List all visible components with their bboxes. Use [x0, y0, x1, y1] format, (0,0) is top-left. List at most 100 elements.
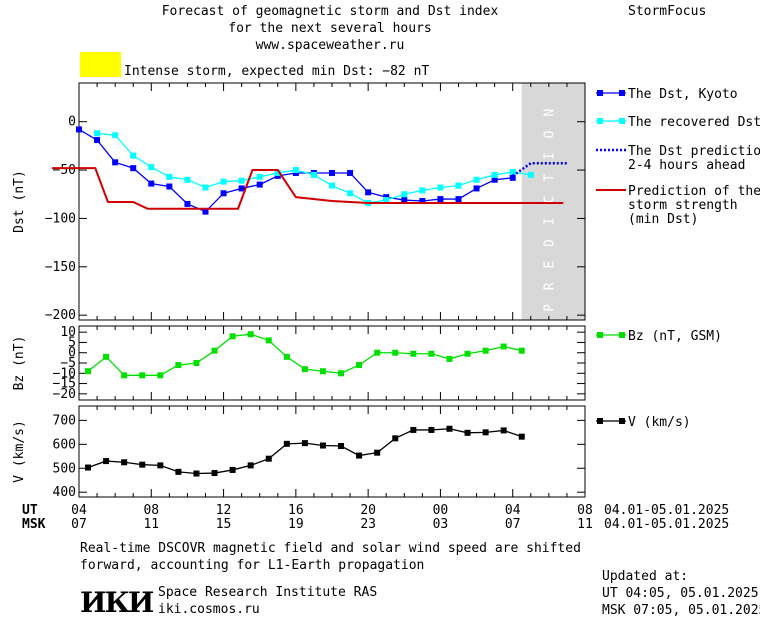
- x-tick-label-msk: 07: [505, 517, 521, 532]
- y-tick-label: −20: [53, 387, 76, 402]
- data-point: [94, 130, 101, 137]
- data-point: [157, 462, 164, 469]
- data-point: [283, 440, 290, 447]
- data-point: [256, 181, 263, 188]
- data-point: [383, 197, 390, 204]
- x-tick-label-msk: 11: [143, 517, 159, 532]
- data-point: [347, 190, 354, 197]
- legend-label: The Dst prediction: [628, 144, 760, 159]
- plot-frame: [78, 325, 586, 401]
- y-tick-label: −200: [45, 308, 76, 323]
- x-tick-label-ut: 16: [288, 503, 304, 518]
- data-point: [238, 177, 245, 184]
- x-tick-label-msk: 23: [360, 517, 376, 532]
- x-tick-label-msk: 15: [216, 517, 232, 532]
- data-point: [473, 185, 480, 192]
- y-tick-label: −10: [53, 366, 76, 381]
- prediction-letter: E: [542, 261, 557, 269]
- series-line: [97, 132, 531, 204]
- data-point: [256, 173, 263, 180]
- legend-label: storm strength: [628, 198, 738, 213]
- x-axis-ut-title: UT: [22, 503, 38, 518]
- data-point: [419, 187, 426, 194]
- data-point: [401, 191, 408, 198]
- data-point: [518, 347, 525, 354]
- data-point: [491, 176, 498, 183]
- date-range-ut: 04.01-05.01.2025: [604, 503, 729, 518]
- series-line: [87, 428, 522, 475]
- prediction-letter: C: [542, 196, 557, 204]
- data-point: [392, 435, 399, 442]
- data-point: [148, 164, 155, 171]
- prediction-letter: P: [542, 304, 557, 312]
- data-point: [247, 331, 254, 338]
- legend-marker: [597, 418, 603, 424]
- data-point: [202, 184, 209, 191]
- footer-note-line-2: forward, accounting for L1-Earth propaga…: [80, 558, 425, 573]
- x-tick-label-ut: 08: [577, 503, 593, 518]
- data-point: [274, 169, 281, 176]
- legend-label: V (km/s): [628, 415, 691, 430]
- data-point: [446, 425, 453, 432]
- prediction-letter: R: [542, 282, 557, 290]
- legend-marker: [597, 118, 603, 124]
- y-tick-label: −5: [60, 356, 76, 371]
- x-tick-label-ut: 08: [143, 503, 159, 518]
- data-point: [347, 169, 354, 176]
- data-point: [473, 176, 480, 183]
- data-point: [175, 362, 182, 369]
- data-point: [455, 182, 462, 189]
- data-point: [410, 350, 417, 357]
- y-tick-label: −150: [45, 260, 76, 275]
- data-point: [437, 184, 444, 191]
- data-point: [193, 360, 200, 366]
- institute-url[interactable]: iki.cosmos.ru: [158, 602, 260, 617]
- date-range-msk: 04.01-05.01.2025: [604, 517, 729, 532]
- updated-label: Updated at:: [602, 569, 689, 584]
- data-point: [148, 180, 155, 187]
- data-point: [319, 368, 326, 375]
- legend-marker: [619, 90, 625, 96]
- data-point: [365, 189, 372, 196]
- x-axis-msk-title: MSK: [22, 517, 46, 532]
- footer-note-line-1: Real-time DSCOVR magnetic field and sola…: [80, 541, 581, 556]
- data-point: [220, 178, 227, 185]
- data-point: [356, 362, 363, 369]
- y-tick-label: −50: [53, 163, 76, 178]
- data-point: [410, 426, 417, 433]
- data-point: [202, 208, 209, 215]
- website-url[interactable]: www.spaceweather.ru: [255, 38, 405, 53]
- data-point: [428, 350, 435, 357]
- data-point: [121, 459, 128, 466]
- legend-label: 2-4 hours ahead: [628, 158, 745, 173]
- y-tick-label: 500: [53, 461, 76, 476]
- data-point: [85, 464, 92, 471]
- data-point: [329, 182, 335, 189]
- data-point: [139, 461, 146, 468]
- data-point: [139, 372, 146, 379]
- data-point: [265, 455, 272, 462]
- data-point: [85, 368, 92, 375]
- legend-label: The Dst, Kyoto: [628, 87, 738, 102]
- data-point: [184, 200, 191, 207]
- data-point: [428, 426, 435, 433]
- data-point: [446, 355, 453, 362]
- legend-marker: [619, 118, 625, 124]
- prediction-letter: I: [542, 217, 557, 225]
- data-point: [76, 126, 82, 133]
- data-point: [229, 333, 236, 340]
- data-point: [464, 350, 471, 357]
- data-point: [166, 173, 173, 180]
- prediction-letter: N: [542, 109, 557, 117]
- data-point: [482, 347, 489, 354]
- series-line: [51, 167, 564, 210]
- data-point: [500, 427, 507, 434]
- data-point: [329, 169, 335, 176]
- x-tick-label-ut: 04: [505, 503, 521, 518]
- storm-level-swatch: [80, 52, 121, 77]
- x-tick-label-ut: 20: [360, 503, 376, 518]
- chart-title-line-1: Forecast of geomagnetic storm and Dst in…: [161, 4, 499, 19]
- data-point: [310, 171, 317, 178]
- prediction-letter: I: [542, 152, 557, 160]
- iki-logo: ИКИ: [80, 586, 154, 619]
